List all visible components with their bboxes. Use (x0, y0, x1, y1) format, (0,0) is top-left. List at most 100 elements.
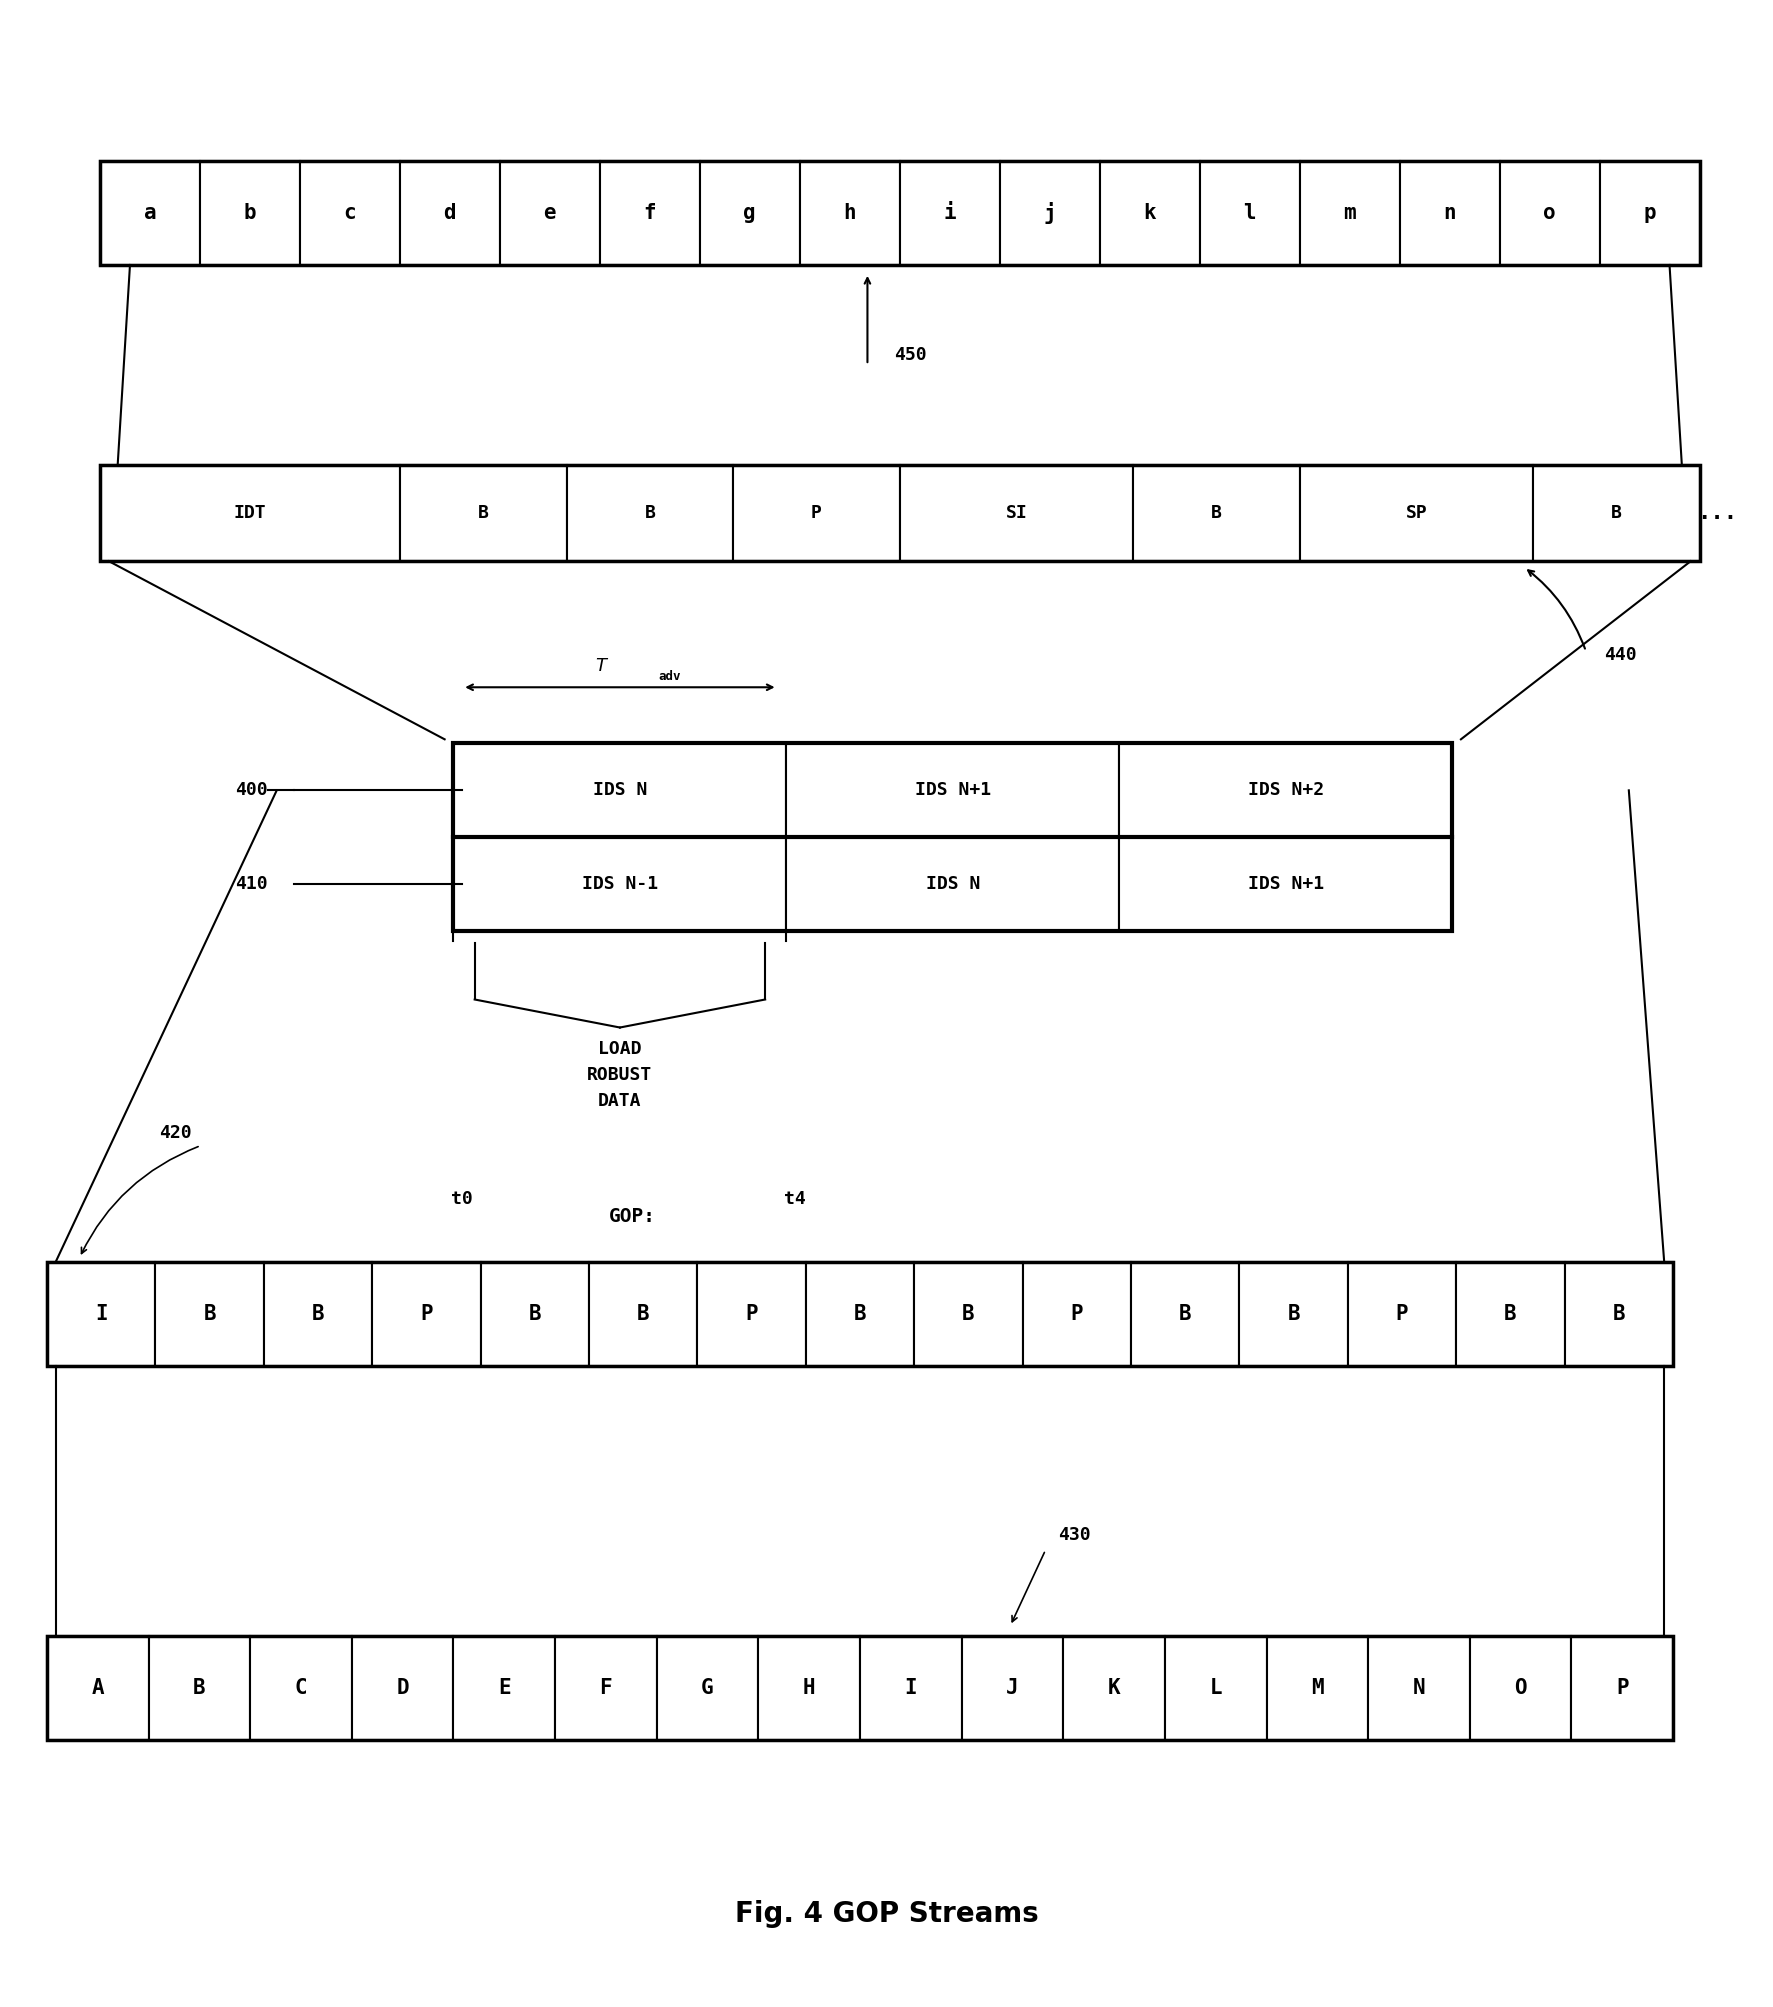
Text: D: D (397, 1678, 410, 1698)
Bar (800, 161, 899, 265)
Bar (1456, 1262, 1564, 1365)
Text: f: f (644, 203, 656, 223)
Bar (555, 1636, 656, 1740)
Text: g: g (743, 203, 755, 223)
Text: F: F (599, 1678, 612, 1698)
Bar (1023, 1262, 1131, 1365)
Text: J: J (1005, 1678, 1019, 1698)
Text: C: C (294, 1678, 307, 1698)
Bar (1239, 1262, 1347, 1365)
Text: B: B (963, 1305, 975, 1325)
Bar (899, 161, 1000, 265)
Text: G: G (702, 1678, 715, 1698)
Text: d: d (443, 203, 456, 223)
Text: P: P (1615, 1678, 1629, 1698)
Text: $T$: $T$ (596, 656, 610, 674)
Bar (599, 161, 700, 265)
Text: B: B (193, 1678, 206, 1698)
Bar (156, 1262, 264, 1365)
Text: SI: SI (1005, 504, 1027, 522)
Text: a: a (144, 203, 156, 223)
Text: k: k (1144, 203, 1156, 223)
Bar (372, 1262, 480, 1365)
Text: E: E (498, 1678, 511, 1698)
Text: IDS N-1: IDS N-1 (582, 875, 658, 893)
Text: A: A (92, 1678, 105, 1698)
Text: P: P (810, 504, 823, 522)
Text: P: P (1071, 1305, 1083, 1325)
Text: B: B (637, 1305, 649, 1325)
Text: t4: t4 (784, 1190, 807, 1208)
Bar (46, 1636, 149, 1740)
Bar (915, 1262, 1023, 1365)
Bar (1119, 837, 1452, 931)
Bar (99, 466, 1700, 562)
Text: B: B (1612, 1305, 1626, 1325)
Text: IDS N: IDS N (926, 875, 980, 893)
Bar (1369, 1636, 1470, 1740)
Text: GOP:: GOP: (608, 1206, 656, 1226)
Text: p: p (1644, 203, 1656, 223)
Bar (567, 466, 734, 562)
Bar (805, 1262, 915, 1365)
Bar (1470, 1636, 1571, 1740)
Text: 430: 430 (1058, 1525, 1090, 1543)
Bar (149, 1636, 250, 1740)
Bar (401, 161, 500, 265)
Text: L: L (1209, 1678, 1222, 1698)
Bar (99, 466, 401, 562)
Text: LOAD
ROBUST
DATA: LOAD ROBUST DATA (587, 1040, 652, 1110)
Text: SP: SP (1406, 504, 1427, 522)
Text: B: B (644, 504, 656, 522)
Bar (1064, 1636, 1165, 1740)
Text: IDS N+1: IDS N+1 (1248, 875, 1324, 893)
Bar (500, 161, 599, 265)
Bar (401, 466, 567, 562)
Bar (454, 837, 787, 931)
Bar (454, 1636, 555, 1740)
Text: c: c (344, 203, 356, 223)
Bar (589, 1262, 697, 1365)
Bar (1300, 466, 1534, 562)
Text: 400: 400 (236, 781, 268, 799)
Text: B: B (1211, 504, 1222, 522)
Text: Fig. 4 GOP Streams: Fig. 4 GOP Streams (734, 1901, 1039, 1929)
Text: B: B (1504, 1305, 1516, 1325)
Bar (351, 1636, 454, 1740)
Text: IDT: IDT (234, 504, 266, 522)
Bar (1500, 161, 1599, 265)
Bar (46, 1262, 1674, 1365)
Bar (46, 1262, 156, 1365)
Bar (1300, 161, 1399, 265)
Bar (99, 161, 1700, 265)
Text: M: M (1310, 1678, 1324, 1698)
Text: B: B (477, 504, 489, 522)
Text: B: B (1612, 504, 1622, 522)
Text: I: I (904, 1678, 917, 1698)
Bar (1347, 1262, 1456, 1365)
Bar (787, 837, 1119, 931)
Bar (200, 161, 300, 265)
Bar (454, 743, 787, 837)
Text: IDS N: IDS N (592, 781, 647, 799)
Bar (1599, 161, 1700, 265)
Text: o: o (1543, 203, 1557, 223)
Bar (1119, 743, 1452, 837)
Text: N: N (1413, 1678, 1425, 1698)
Text: t0: t0 (452, 1190, 473, 1208)
Bar (1399, 161, 1500, 265)
Bar (1131, 1262, 1239, 1365)
Text: m: m (1344, 203, 1356, 223)
Text: l: l (1243, 203, 1255, 223)
Text: n: n (1443, 203, 1456, 223)
Text: 450: 450 (894, 345, 927, 363)
Bar (1165, 1636, 1266, 1740)
Bar (1266, 1636, 1369, 1740)
Text: P: P (1395, 1305, 1408, 1325)
Bar (99, 161, 200, 265)
Text: B: B (204, 1305, 216, 1325)
Text: O: O (1514, 1678, 1527, 1698)
Text: j: j (1043, 203, 1057, 225)
Bar (1200, 161, 1300, 265)
Bar (734, 466, 899, 562)
